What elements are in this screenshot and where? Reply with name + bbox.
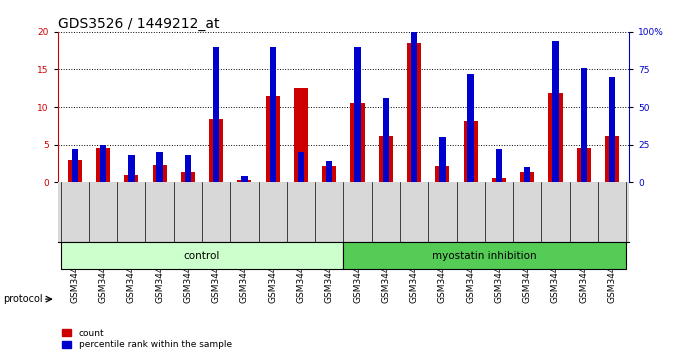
Bar [496,149,502,182]
Bar [548,93,562,182]
Text: protocol: protocol [3,294,43,304]
Bar [266,97,279,182]
Bar [96,148,110,182]
Bar [269,47,276,182]
Bar [383,98,389,182]
Bar [435,166,449,182]
Bar [379,136,393,182]
Bar [350,103,364,182]
Bar [181,172,195,182]
Bar [152,165,167,182]
Bar [298,152,304,182]
Bar [128,155,135,182]
Bar [326,161,333,182]
Bar [354,47,360,182]
Bar [294,88,308,182]
Bar [322,166,337,182]
Bar [577,148,591,182]
Bar [213,47,220,182]
Bar [520,172,534,182]
Bar [464,121,478,182]
Text: control: control [184,251,220,261]
Bar [439,137,445,182]
Bar [524,167,530,182]
Bar [343,242,626,269]
Text: GDS3526 / 1449212_at: GDS3526 / 1449212_at [58,17,219,31]
Bar [156,152,163,182]
Bar [467,74,474,182]
Bar [552,41,559,182]
Bar [241,176,248,182]
Bar [609,77,615,182]
Bar [237,180,252,182]
Bar [407,43,421,182]
Text: myostatin inhibition: myostatin inhibition [432,251,537,261]
Bar [605,136,619,182]
Legend: count, percentile rank within the sample: count, percentile rank within the sample [63,329,232,349]
Bar [68,160,82,182]
Bar [124,176,139,182]
Bar [71,149,78,182]
Bar [581,68,587,182]
Bar [185,155,191,182]
Bar [100,144,106,182]
Bar [61,242,343,269]
Bar [411,32,418,182]
Bar [209,119,223,182]
Bar [492,178,506,182]
